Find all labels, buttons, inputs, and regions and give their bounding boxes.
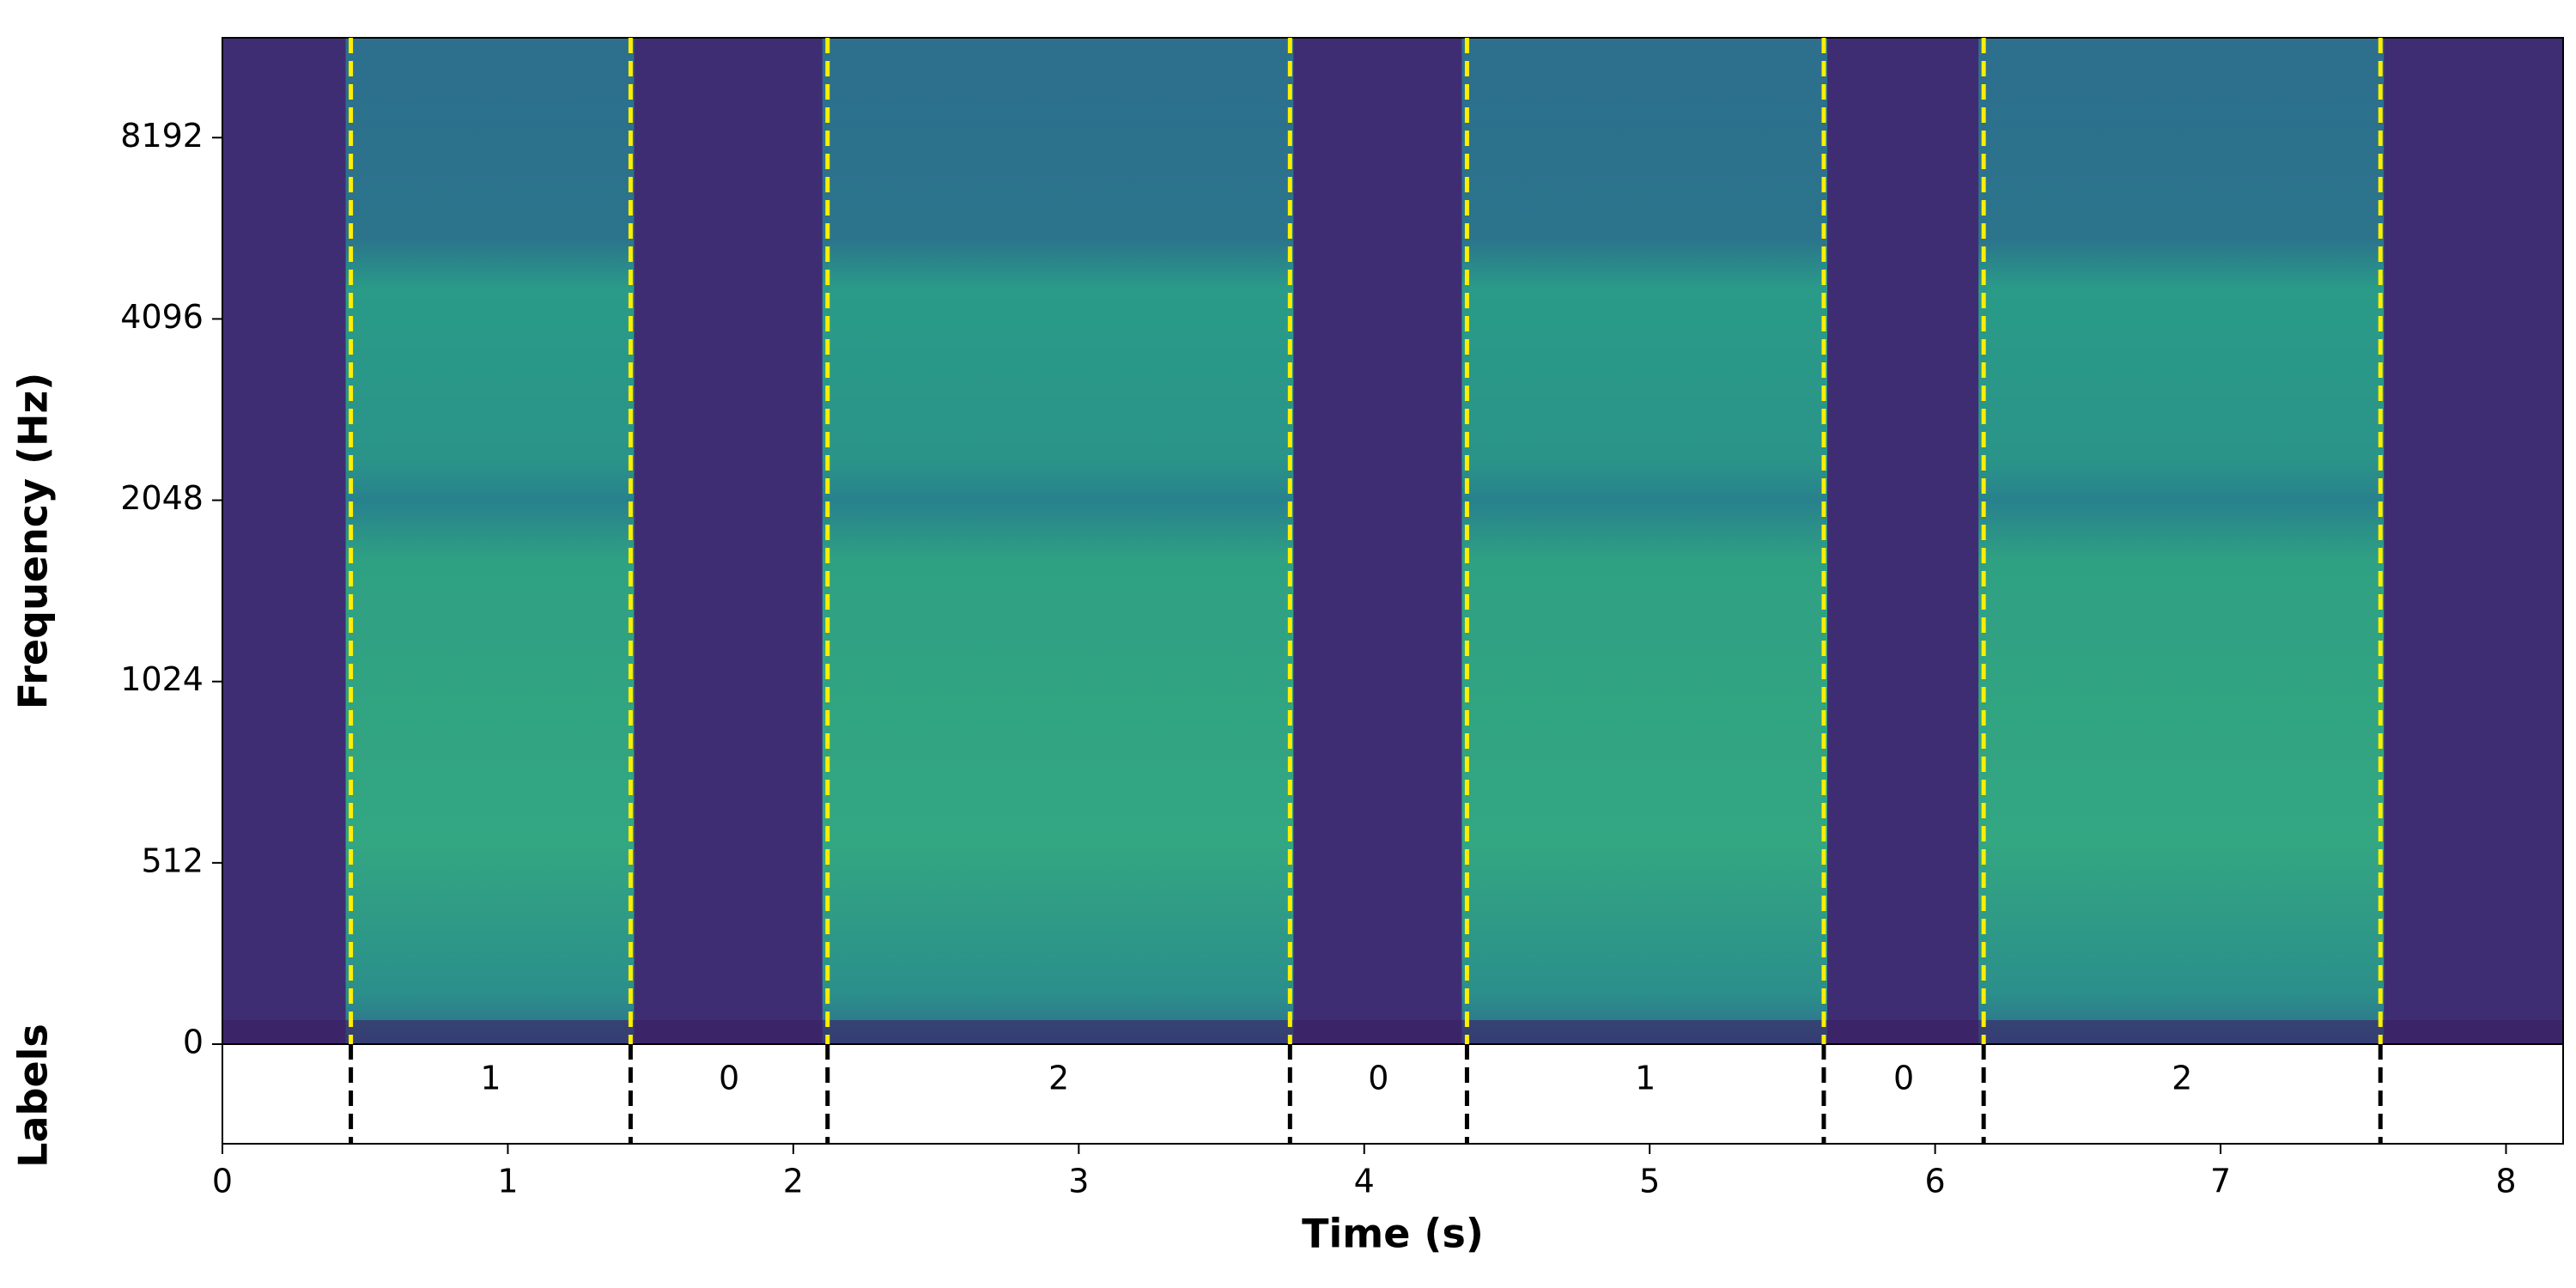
segment-label: 0 — [1893, 1060, 1914, 1097]
x-tick-label: 1 — [497, 1163, 518, 1200]
segment-label: 1 — [480, 1060, 501, 1097]
y-tick-label: 1024 — [120, 660, 204, 698]
segment-label: 2 — [1048, 1060, 1069, 1097]
voiced-region — [345, 38, 635, 1044]
segment-label: 2 — [2172, 1060, 2192, 1097]
x-tick-label: 5 — [1639, 1163, 1660, 1200]
x-tick-label: 3 — [1068, 1163, 1089, 1200]
label-panel — [222, 1043, 2564, 1145]
voiced-region — [822, 38, 1294, 1044]
y-tick-label: 4096 — [120, 298, 204, 336]
voiced-region — [1461, 38, 1827, 1044]
x-tick-label: 4 — [1354, 1163, 1375, 1200]
y-tick-label: 8192 — [120, 117, 204, 155]
x-tick-label: 6 — [1925, 1163, 1946, 1200]
x-tick-label: 0 — [212, 1163, 233, 1200]
segment-label: 1 — [1635, 1060, 1656, 1097]
label-panel-title: Labels — [10, 1024, 57, 1168]
x-axis-title: Time (s) — [1302, 1211, 1484, 1257]
segment-label: 0 — [719, 1060, 739, 1097]
voiced-region — [1978, 38, 2385, 1044]
y-axis-title: Frequency (Hz) — [10, 373, 57, 710]
segment-label: 0 — [1368, 1060, 1388, 1097]
x-tick-label: 2 — [783, 1163, 804, 1200]
y-tick-label: 2048 — [120, 479, 204, 517]
y-tick-label: 0 — [183, 1024, 204, 1061]
x-tick-label: 8 — [2495, 1163, 2516, 1200]
y-tick-label: 512 — [141, 841, 204, 879]
low-band — [222, 1020, 2563, 1044]
x-tick-label: 7 — [2210, 1163, 2231, 1200]
